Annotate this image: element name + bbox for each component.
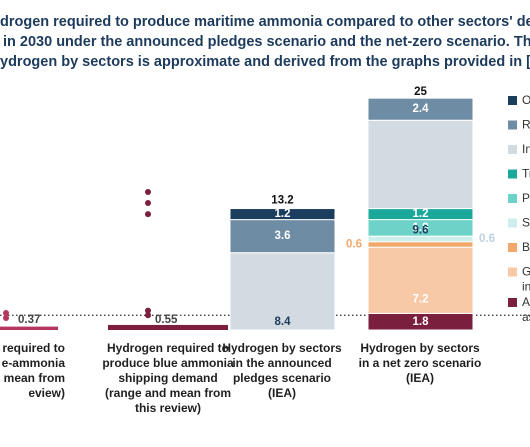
bar-segment — [229, 208, 336, 221]
x-tick-label: pledges scenario — [233, 371, 331, 385]
range-point — [145, 200, 151, 207]
legend-swatch — [508, 145, 517, 154]
segment-label: 1.2 — [275, 208, 291, 220]
chart-title: drogen required to produce maritime ammo… — [0, 14, 530, 30]
x-tick-label: Hydrogen by sectors — [222, 341, 342, 355]
segment-label: 2.4 — [413, 103, 430, 115]
x-tick-label: produce blue ammonia — [102, 356, 234, 370]
x-tick-label: eview) — [28, 386, 65, 400]
legend-swatch — [508, 169, 517, 179]
x-tick-label: this review) — [135, 401, 201, 415]
legend-label: Tr — [522, 167, 530, 181]
bar-segment — [367, 235, 474, 243]
segment-label: 8.4 — [275, 316, 292, 328]
mean-label: 0.37 — [18, 314, 40, 326]
range-point — [145, 211, 151, 218]
segment-label: 0.6 — [479, 233, 495, 245]
x-tick-label: in a net zero scenario — [359, 356, 482, 370]
x-tick-label: Hydrogen by sectors — [360, 341, 480, 355]
bar-segment — [367, 119, 474, 210]
x-tick-label: e-ammonia — [2, 356, 66, 370]
segment-label: 3.6 — [275, 230, 291, 242]
legend-swatch — [508, 120, 517, 130]
x-tick-label: (range and mean from — [105, 386, 231, 400]
mean-bar — [0, 326, 58, 330]
segment-label: 1.8 — [413, 222, 430, 234]
bar-segment — [367, 241, 474, 248]
range-point — [145, 307, 151, 314]
segment-label: 1.8 — [413, 316, 430, 328]
x-tick-label: (IEA) — [268, 386, 296, 400]
chart-title: in 2030 under the announced pledges scen… — [3, 34, 530, 50]
legend-label: Gr — [522, 265, 530, 279]
legend-label: Bu — [522, 240, 530, 254]
legend-label: in — [522, 280, 530, 294]
chart-title: ydrogen by sectors is approximate and de… — [0, 54, 530, 70]
legend-swatch — [508, 243, 517, 252]
range-point — [3, 315, 9, 322]
x-tick-label: Hydrogen required to — [107, 341, 229, 355]
x-tick-label: d mean from — [0, 371, 65, 385]
bar-segment — [229, 252, 336, 331]
legend-label: Po — [522, 191, 530, 205]
legend-label: An — [522, 295, 530, 309]
total-label: 25 — [414, 86, 427, 98]
legend-swatch — [508, 267, 517, 277]
segment-label: 9.6 — [413, 224, 429, 236]
range-point — [145, 312, 151, 319]
legend-label: as — [522, 310, 530, 324]
legend-label: Re — [522, 118, 530, 132]
legend-label: In — [522, 142, 530, 156]
x-tick-label: in the announced — [232, 356, 331, 370]
x-tick-label: (IEA) — [406, 371, 434, 385]
bar-segment — [367, 246, 474, 314]
mean-label: 0.55 — [155, 314, 178, 326]
range-point — [145, 189, 151, 195]
legend-label: Sy — [522, 216, 530, 230]
segment-label: 0.6 — [346, 238, 362, 250]
x-tick-label: shipping demand — [118, 371, 217, 385]
range-point — [3, 309, 9, 316]
legend-swatch — [508, 194, 517, 203]
segment-label: 7.2 — [413, 293, 429, 305]
total-label: 13.2 — [271, 195, 293, 207]
mean-bar — [108, 324, 228, 330]
legend-swatch — [508, 298, 517, 307]
legend-swatch — [508, 218, 517, 228]
legend-swatch — [508, 96, 517, 105]
bar-segment — [367, 97, 474, 121]
legend-label: Ot — [522, 93, 530, 107]
x-tick-label: required to — [2, 341, 65, 355]
segment-label: 1.2 — [413, 208, 429, 220]
